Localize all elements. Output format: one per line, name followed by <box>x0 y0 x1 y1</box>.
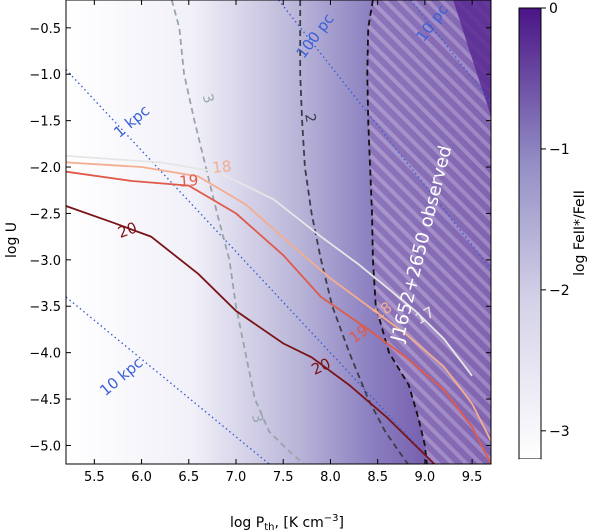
x-tick-label: 7.5 <box>273 470 294 485</box>
dashed-contour-label: 2 <box>301 112 318 124</box>
solid-contour-line <box>66 161 491 442</box>
x-tick-label: 6.5 <box>178 470 199 485</box>
x-axis-label-close: ] <box>339 515 344 531</box>
solid-contour-label: 18 <box>211 157 232 177</box>
y-tick-label: −4.0 <box>29 347 61 362</box>
x-tick-label: 7.0 <box>226 470 247 485</box>
distance-line <box>277 0 491 270</box>
y-tick-label: −1.0 <box>29 68 61 83</box>
colorbar-gradient <box>518 7 542 460</box>
x-tick-label: 8.0 <box>320 470 341 485</box>
dashed-contour-line <box>170 0 305 464</box>
y-tick-label: −2.5 <box>29 207 61 222</box>
solid-contour-line <box>66 170 491 464</box>
y-tick-label: −5.0 <box>29 439 61 454</box>
colorbar-tick-label: −1 <box>549 142 570 158</box>
y-tick-label: −2.0 <box>29 161 61 176</box>
x-tick-label: 9.5 <box>462 470 483 485</box>
x-tick-label: 5.5 <box>84 470 105 485</box>
y-tick-label: −0.5 <box>29 22 61 37</box>
x-axis-label-sup: −3 <box>324 513 339 524</box>
colorbar-label: log FeII*/FeII <box>572 190 588 276</box>
x-axis-label: log Pth, [K cm−3] <box>230 513 344 532</box>
dashed-contour-label: 3 <box>248 412 266 425</box>
x-tick-label: 9.0 <box>415 470 436 485</box>
x-tick-label: 8.5 <box>367 470 388 485</box>
x-tick-label: 6.0 <box>131 470 152 485</box>
x-axis-label-sub: th <box>264 522 274 532</box>
solid-contour-label: 19 <box>178 171 199 191</box>
dashed-contour-line <box>299 0 409 464</box>
y-tick-label: −3.5 <box>29 300 61 315</box>
y-axis-label: log U <box>4 222 20 258</box>
y-tick-label: −3.0 <box>29 254 61 269</box>
solid-contour-label: 20 <box>115 218 139 241</box>
distance-line <box>66 296 270 464</box>
colorbar-extend-triangle <box>519 459 541 476</box>
x-axis-label-unit: , [K cm <box>274 515 323 531</box>
observed-region-dark-core <box>453 0 491 116</box>
x-axis-label-main: log P <box>230 515 264 531</box>
colorbar-tick-label: 0 <box>549 1 558 17</box>
colorbar-tick-label: −2 <box>549 283 570 299</box>
solid-contour-line <box>66 205 435 464</box>
y-tick-label: −1.5 <box>29 115 61 130</box>
plot-frame <box>65 0 492 465</box>
colorbar: 0 −1 −2 −3 <box>518 1 570 476</box>
solid-contour-line <box>66 155 473 377</box>
distance-line <box>410 0 491 103</box>
y-tick-label: −4.5 <box>29 393 61 408</box>
dashed-contour-line <box>366 0 428 464</box>
observed-region <box>367 0 491 464</box>
colorbar-tick-label: −3 <box>549 424 570 440</box>
